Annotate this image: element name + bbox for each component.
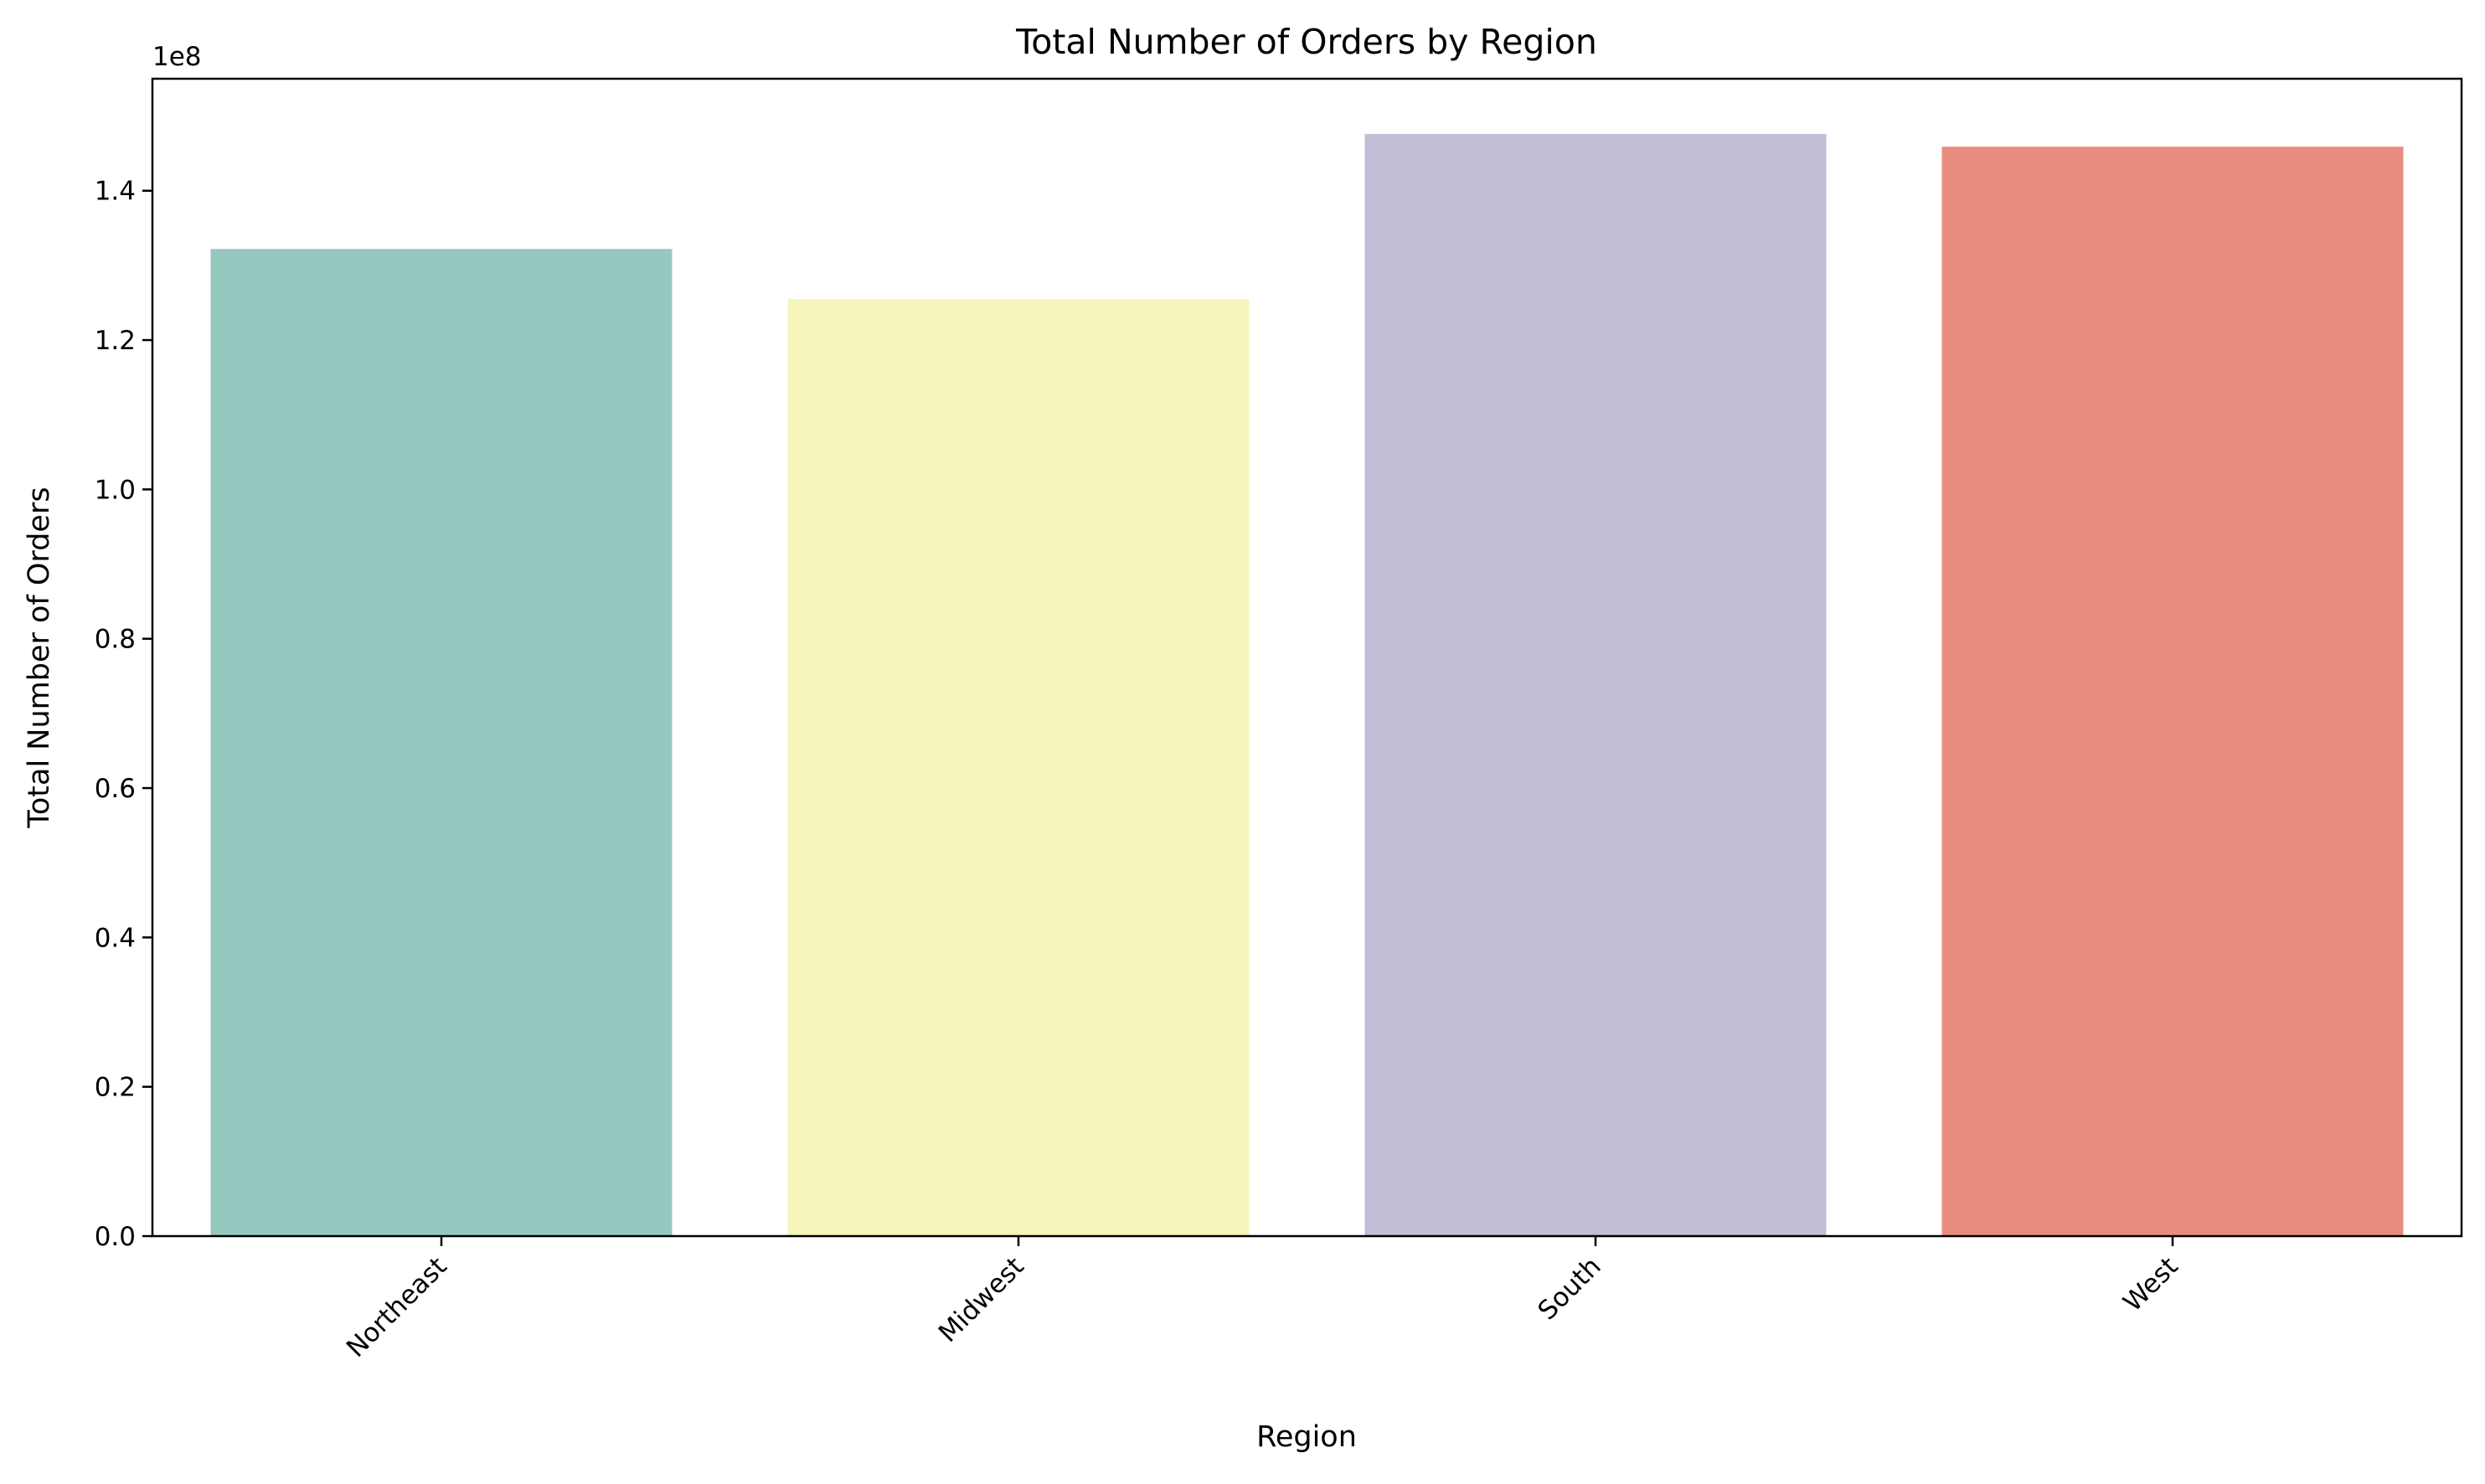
chart-title: Total Number of Orders by Region (1015, 22, 1597, 62)
y-tick-label: 0.2 (95, 1073, 136, 1103)
bar-south (1364, 133, 1827, 1236)
y-axis-label: Total Number of Orders (23, 487, 56, 828)
y-tick-label: 0.0 (95, 1222, 136, 1252)
y-tick-label: 1.4 (95, 177, 136, 207)
x-tick-label: West (2117, 1251, 2183, 1317)
bar-midwest (787, 299, 1250, 1236)
y-tick-label: 0.4 (95, 923, 136, 953)
y-tick-label: 1.2 (95, 326, 136, 356)
y-axis-ticks: 0.0 0.2 0.4 0.6 0.8 1.0 1.2 1.4 (95, 177, 152, 1252)
y-tick-label: 0.8 (95, 625, 136, 655)
x-tick-label: Northeast (341, 1251, 453, 1363)
y-tick-label: 1.0 (95, 475, 136, 505)
y-tick-label: 0.6 (95, 774, 136, 804)
x-axis-label: Region (1256, 1420, 1357, 1454)
y-axis-offset-label: 1e8 (152, 42, 202, 72)
x-axis-ticks: Northeast Midwest South West (341, 1236, 2184, 1363)
bars-group (210, 133, 2404, 1237)
bar-northeast (210, 249, 673, 1237)
x-tick-label: Midwest (933, 1251, 1030, 1348)
bar-west (1941, 147, 2404, 1237)
plot-frame (151, 77, 2463, 1238)
x-tick-label: South (1532, 1251, 1606, 1326)
